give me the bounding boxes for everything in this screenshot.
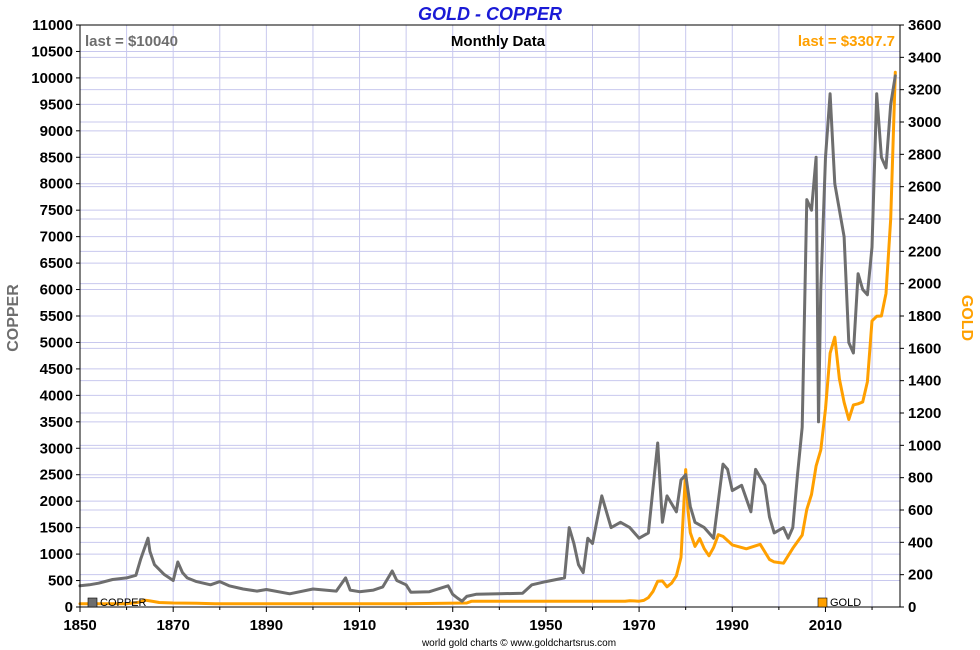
left-tick-label: 8500: [40, 149, 73, 166]
left-tick-label: 4000: [40, 387, 73, 404]
chart-subtitle: Monthly Data: [451, 33, 546, 50]
right-tick-label: 0: [908, 599, 916, 616]
left-tick-label: 5000: [40, 334, 73, 351]
left-tick-label: 8000: [40, 176, 73, 193]
x-tick-label: 1910: [343, 617, 376, 634]
x-tick-label: 2010: [809, 617, 842, 634]
series-lines: [78, 70, 897, 606]
left-axis-label: COPPER: [5, 284, 22, 352]
left-axis-ticks: 0 500 1000 1500 2000 2500 3000 3500 4000 4500 5000…: [31, 17, 80, 616]
left-tick-label: 9000: [40, 123, 73, 140]
credit-text: world gold charts © www.goldchartsrus.co…: [421, 638, 616, 649]
x-tick-label: 1970: [622, 617, 655, 634]
series-line-copper: [78, 74, 897, 603]
x-tick-label: 1950: [529, 617, 562, 634]
left-tick-label: 1000: [40, 546, 73, 563]
left-tick-label: 6500: [40, 255, 73, 272]
right-tick-label: 3600: [908, 17, 941, 34]
right-tick-label: 1400: [908, 373, 941, 390]
right-tick-label: 600: [908, 502, 933, 519]
right-tick-label: 3200: [908, 82, 941, 99]
right-tick-label: 2800: [908, 146, 941, 163]
left-tick-label: 9500: [40, 96, 73, 113]
legend-copper-swatch: [87, 597, 98, 608]
right-tick-label: 1000: [908, 437, 941, 454]
x-tick-label: 1890: [250, 617, 283, 634]
left-tick-label: 3000: [40, 440, 73, 457]
left-tick-label: 2500: [40, 467, 73, 484]
left-tick-label: 10000: [31, 70, 73, 87]
chart-title: GOLD - COPPER: [418, 4, 562, 24]
right-tick-label: 3400: [908, 49, 941, 66]
legend-copper-label: COPPER: [100, 597, 147, 609]
right-tick-label: 1600: [908, 340, 941, 357]
left-tick-label: 3500: [40, 414, 73, 431]
x-tick-label: 1850: [63, 617, 96, 634]
right-tick-label: 200: [908, 567, 933, 584]
right-tick-label: 1200: [908, 405, 941, 422]
series-line-gold: [78, 70, 897, 606]
right-tick-label: 400: [908, 534, 933, 551]
legend-gold: GOLD: [817, 597, 861, 609]
left-tick-label: 7000: [40, 229, 73, 246]
x-tick-label: 1990: [716, 617, 749, 634]
right-tick-label: 2200: [908, 243, 941, 260]
x-tick-label: 1930: [436, 617, 469, 634]
left-tick-label: 4500: [40, 361, 73, 378]
left-tick-label: 6000: [40, 282, 73, 299]
left-tick-label: 500: [48, 573, 73, 590]
right-axis-label: GOLD: [958, 295, 975, 341]
gold-last-label: last = $3307.7: [798, 33, 895, 50]
copper-last-label: last = $10040: [85, 33, 178, 50]
right-tick-label: 3000: [908, 114, 941, 131]
left-tick-label: 11000: [32, 17, 73, 34]
right-tick-label: 2000: [908, 276, 941, 293]
x-axis-ticks: 1850 1870 1890 1910 1930 1950 1970 1990 2010: [63, 607, 873, 634]
x-tick-label: 1870: [156, 617, 189, 634]
left-tick-label: 5500: [40, 308, 73, 325]
legend-gold-swatch: [817, 597, 828, 608]
left-tick-label: 0: [65, 599, 73, 616]
right-tick-label: 2400: [908, 211, 941, 228]
legend-gold-label: GOLD: [830, 597, 861, 609]
left-tick-label: 1500: [40, 520, 73, 537]
right-axis-ticks: 0 200 400 600 800 1000 1200 1400 1600 1800 2000 220…: [900, 17, 941, 616]
left-tick-label: 2000: [40, 493, 73, 510]
right-tick-label: 800: [908, 470, 933, 487]
legend-copper: COPPER: [87, 597, 147, 609]
left-tick-label: 10500: [31, 43, 73, 60]
right-tick-label: 2600: [908, 179, 941, 196]
left-tick-label: 7500: [40, 202, 73, 219]
right-tick-label: 1800: [908, 308, 941, 325]
